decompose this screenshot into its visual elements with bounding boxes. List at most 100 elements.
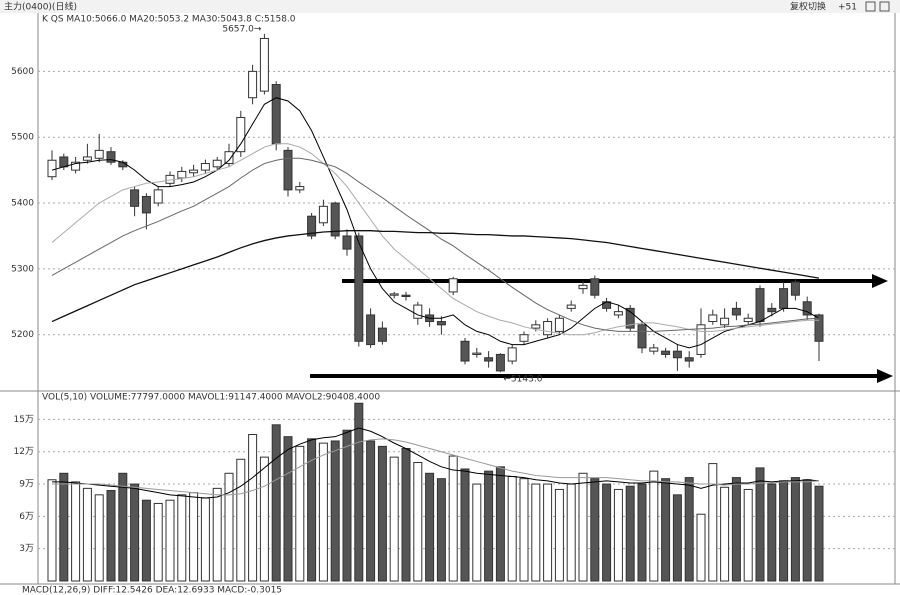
volume-bar — [200, 497, 210, 582]
window-button[interactable] — [879, 1, 890, 12]
candle-body — [720, 317, 730, 326]
volume-bar — [271, 424, 281, 582]
volume-bar — [94, 494, 104, 582]
candle-body — [82, 156, 92, 161]
candle-body — [625, 307, 635, 329]
candle-body — [130, 189, 140, 207]
window-title: 主力(0400)(日线) — [4, 1, 77, 13]
volume-bar — [342, 429, 352, 582]
volume-bar — [507, 476, 517, 582]
trend-arrows — [310, 274, 893, 383]
candle-body — [637, 324, 647, 349]
candle-body — [672, 350, 682, 359]
candle-body — [613, 311, 623, 316]
volume-bar — [330, 440, 340, 582]
candle-body — [448, 278, 458, 293]
candle-body — [743, 317, 753, 323]
candle-body — [495, 353, 505, 372]
candle-body — [177, 170, 187, 179]
volume-bar — [613, 488, 623, 582]
candle-body — [755, 288, 765, 323]
volume-bar — [389, 456, 399, 582]
candle-body — [436, 321, 446, 326]
volume-bar — [460, 468, 470, 582]
arrow-head — [877, 369, 893, 383]
volume-bar — [283, 436, 293, 582]
candle-body — [554, 317, 564, 332]
candle-body — [377, 327, 387, 342]
candle-body — [484, 357, 494, 362]
volume-bar — [448, 455, 458, 582]
y-tick-label: 12万 — [14, 447, 34, 457]
candle-body — [354, 235, 364, 342]
candle-body — [212, 159, 222, 168]
candle-body — [413, 304, 423, 319]
candle-body — [578, 284, 588, 290]
zoom-button[interactable]: +51 — [838, 3, 857, 13]
candle-body — [543, 321, 553, 336]
ma-line — [51, 97, 820, 349]
candle-body — [330, 202, 340, 237]
ma-line — [51, 157, 820, 332]
ma-line — [52, 438, 820, 496]
volume-bar — [802, 479, 812, 582]
title-bar — [0, 0, 900, 13]
candle-body — [389, 293, 399, 296]
y-tick-label: 3万 — [19, 544, 34, 554]
volume-bar — [649, 470, 659, 582]
volume-bar — [118, 472, 128, 582]
volume-bar — [295, 445, 305, 582]
candle-body — [661, 350, 671, 355]
volume-bar — [779, 480, 789, 582]
volume-bar — [519, 478, 529, 582]
volume-bar — [259, 456, 269, 582]
volume-bar — [637, 483, 647, 582]
candle-body — [200, 163, 210, 171]
volume-bar — [696, 513, 706, 582]
volume-bar — [731, 477, 741, 582]
volume-bar — [720, 486, 730, 582]
candle-body — [295, 186, 305, 191]
volume-bar — [484, 470, 494, 582]
y-tick-label: 5300 — [11, 264, 34, 274]
candle-body — [366, 314, 376, 346]
volume-bar — [672, 494, 682, 582]
volume-bar — [236, 458, 246, 582]
volume-bar — [684, 477, 694, 582]
candle-body — [307, 215, 317, 237]
volume-bar — [472, 483, 482, 582]
candle-body — [141, 195, 151, 214]
candle-body — [47, 159, 57, 178]
volume-bar — [59, 472, 69, 582]
candle-body — [649, 347, 659, 352]
candle-body — [708, 314, 718, 323]
candle-body — [684, 357, 694, 362]
window-button[interactable] — [865, 1, 876, 12]
volume-bar — [212, 487, 222, 582]
candle-body — [153, 189, 163, 204]
adjust-button[interactable]: 复权切换 — [790, 1, 826, 13]
volume-legend: VOL(5,10) VOLUME:77797.0000 MAVOL1:91147… — [42, 393, 380, 403]
volume-bar — [401, 448, 411, 582]
y-tick-label: 5500 — [11, 133, 34, 143]
volume-bar — [814, 485, 824, 582]
y-tick-label: 5200 — [11, 330, 34, 340]
ma-line — [51, 230, 820, 323]
volume-bar — [141, 499, 151, 582]
candle-body — [731, 307, 741, 316]
y-tick-label: 9万 — [19, 480, 34, 490]
y-tick-label: 5400 — [11, 199, 34, 209]
volume-bar — [177, 494, 187, 582]
price-legend: K QS MA10:5066.0 MA20:5053.2 MA30:5043.8… — [42, 15, 296, 25]
volume-bar — [661, 478, 671, 582]
candle-body — [696, 324, 706, 355]
y-tick-label: 15万 — [14, 415, 34, 425]
volume-bar — [366, 440, 376, 582]
candle-body — [342, 235, 352, 250]
volume-bar — [82, 487, 92, 582]
candle-body — [590, 278, 600, 296]
volume-bar — [106, 490, 116, 582]
y-tick-label: 5600 — [11, 67, 34, 77]
volume-bar — [543, 483, 553, 582]
